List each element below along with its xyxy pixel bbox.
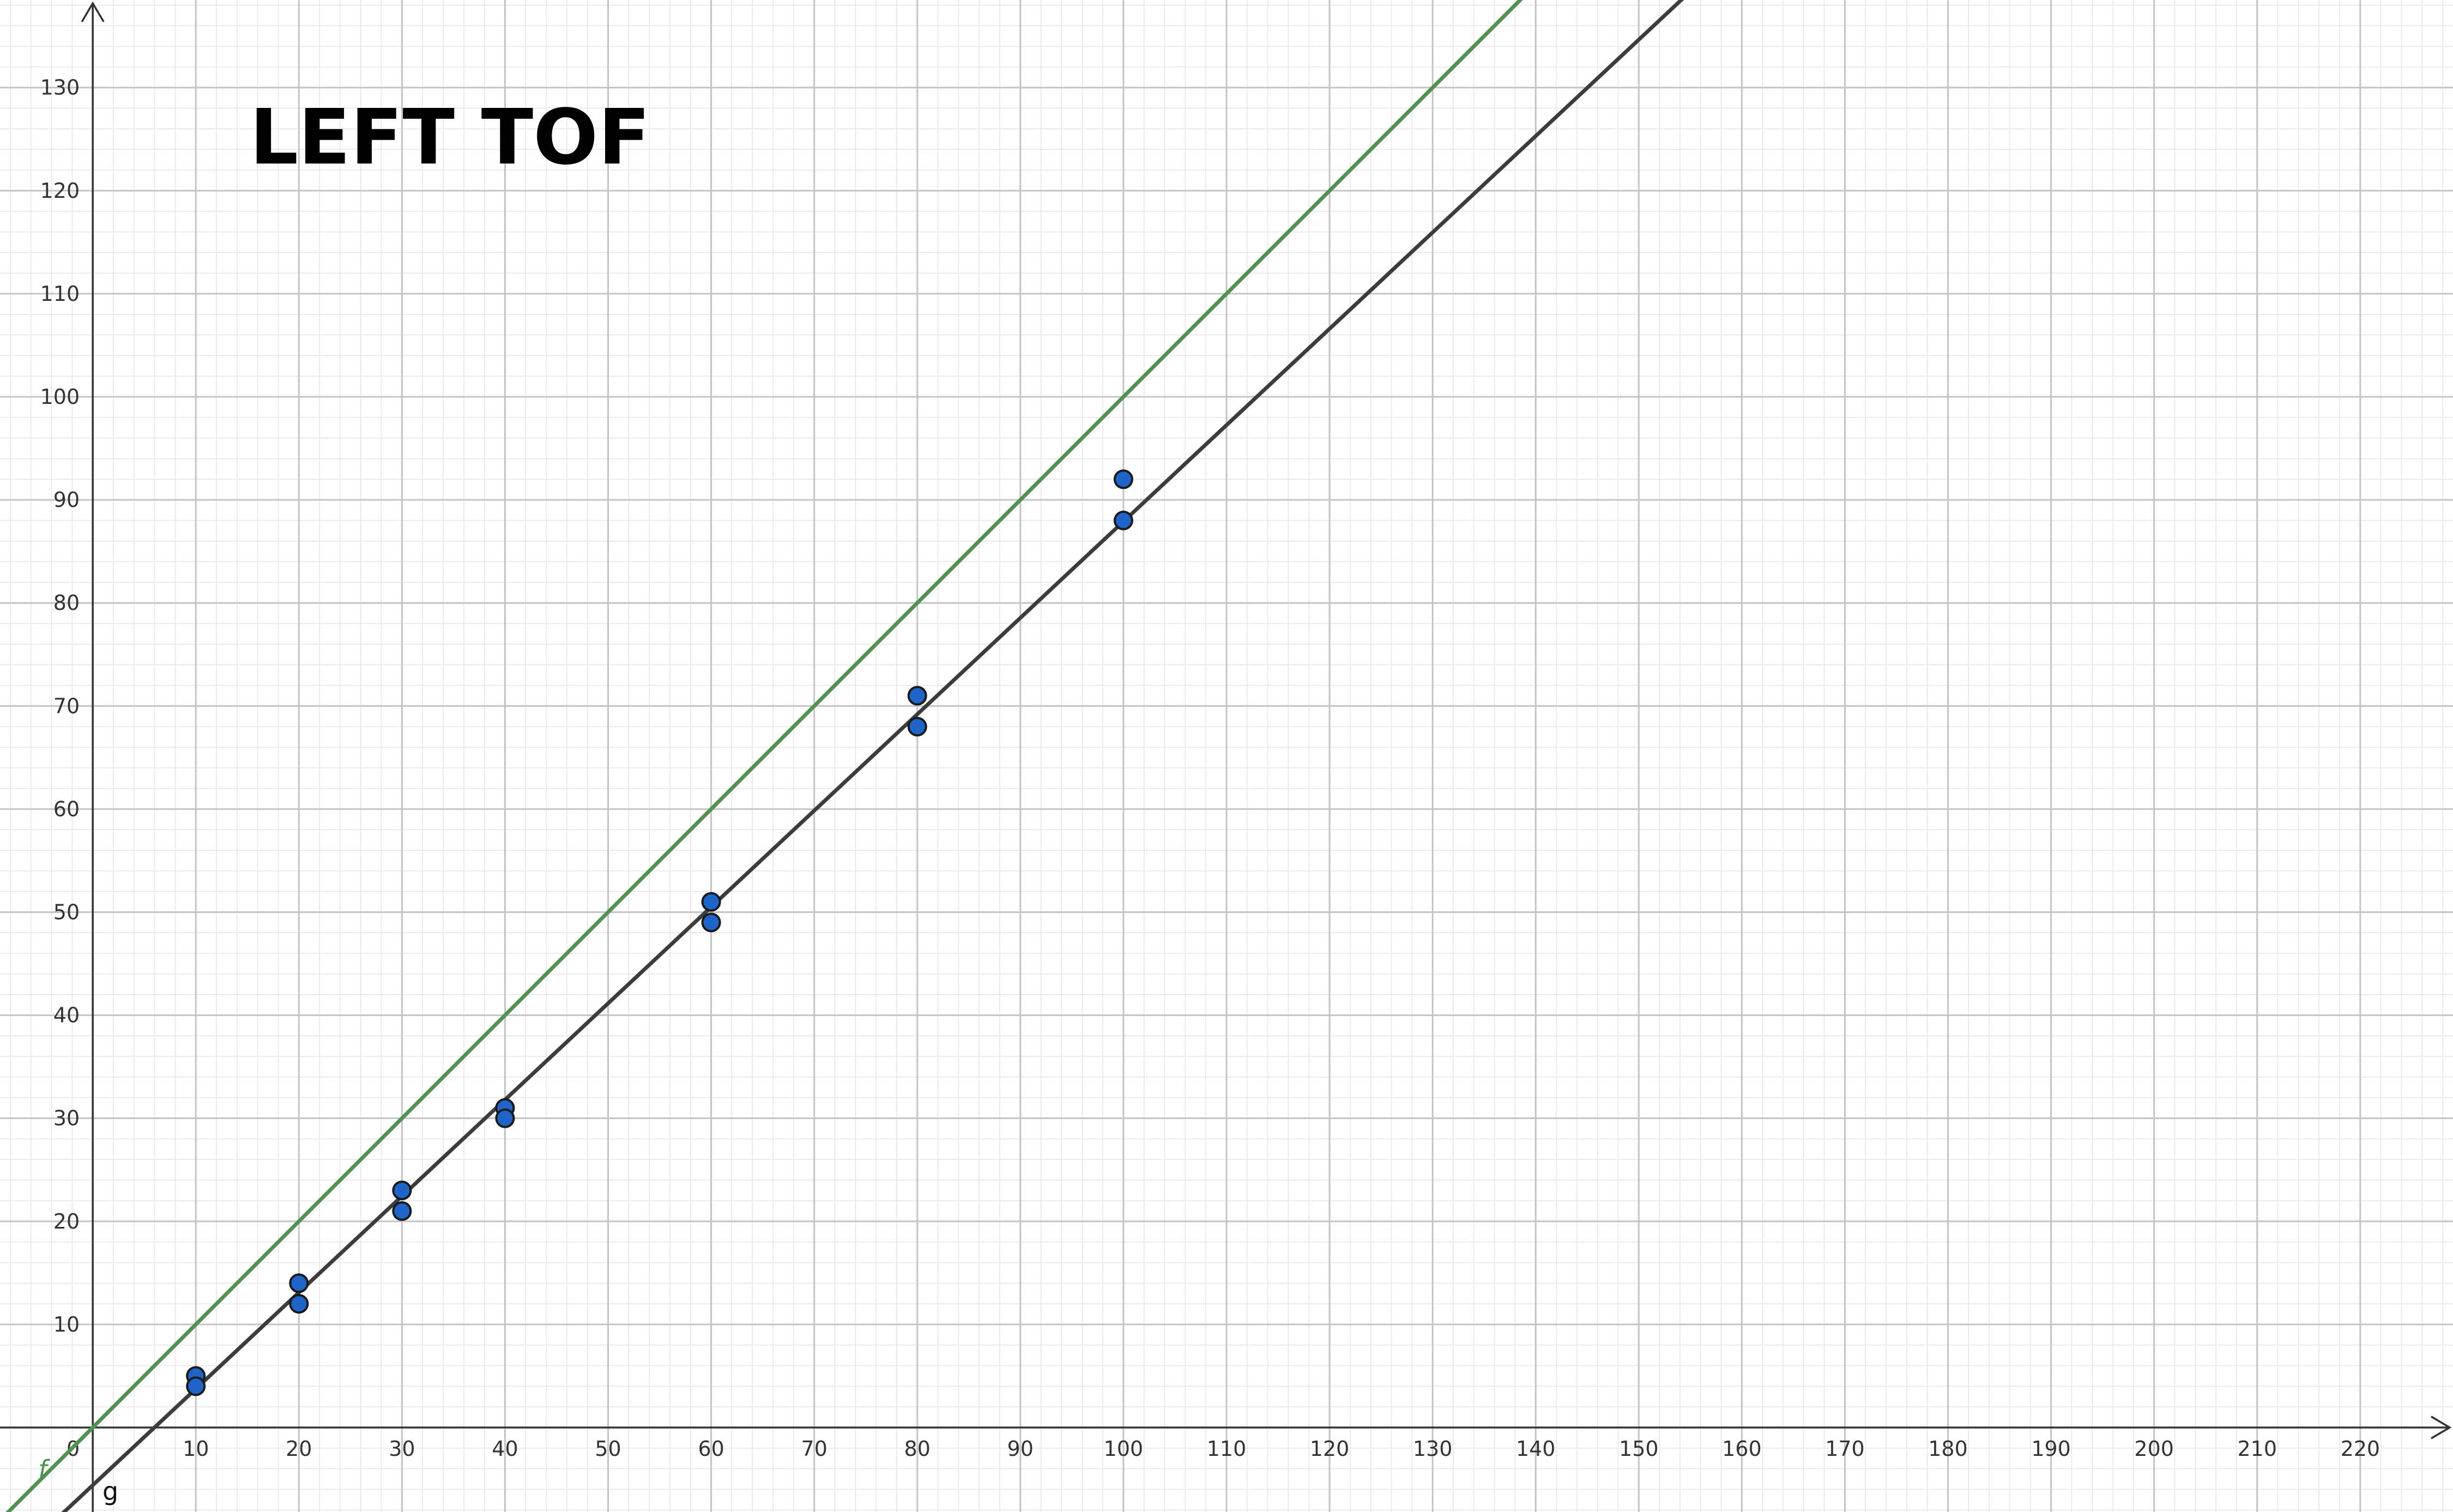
y-tick-label: 120 (40, 179, 80, 203)
x-tick-label: 160 (1722, 1437, 1762, 1461)
x-axis-arrow (2431, 1416, 2452, 1440)
x-tick-label: 40 (492, 1437, 518, 1461)
chart-title: LEFT TOF (250, 93, 650, 182)
data-point (289, 1294, 309, 1314)
x-tick-label: 10 (183, 1437, 209, 1461)
data-points (186, 469, 1133, 1396)
y-tick-label: 60 (53, 797, 80, 821)
data-point (186, 1376, 206, 1396)
y-axis-arrow (81, 1, 105, 22)
data-point (392, 1201, 412, 1221)
data-point (1113, 510, 1133, 530)
x-tick-label: 80 (904, 1437, 931, 1461)
x-tick-label: 100 (1104, 1437, 1144, 1461)
data-point (907, 686, 927, 706)
y-tick-label: 30 (53, 1106, 80, 1130)
x-tick-label: 150 (1619, 1437, 1659, 1461)
data-point (1113, 469, 1133, 489)
x-tick-label: 60 (698, 1437, 724, 1461)
y-tick-label: 50 (53, 900, 80, 924)
y-tick-label: 90 (53, 488, 80, 512)
line-label-g: g (102, 1477, 118, 1506)
tick-labels: 10 20 30 40 50 60 70 80 90 100 110 120 130 140 150 160 1… (40, 76, 2380, 1461)
data-point (289, 1273, 309, 1293)
data-point (701, 912, 721, 933)
y-tick-label: 10 (53, 1313, 80, 1336)
x-tick-label: 180 (1928, 1437, 1968, 1461)
x-tick-label: 120 (1310, 1437, 1350, 1461)
x-tick-label: 220 (2341, 1437, 2381, 1461)
x-tick-label: 130 (1413, 1437, 1453, 1461)
y-tick-label: 40 (53, 1003, 80, 1027)
x-tick-label: 50 (595, 1437, 621, 1461)
x-tick-label: 210 (2237, 1437, 2277, 1461)
x-tick-label: 70 (801, 1437, 827, 1461)
x-tick-label: 200 (2134, 1437, 2174, 1461)
x-tick-label: 170 (1825, 1437, 1865, 1461)
y-tick-label: 130 (40, 76, 80, 100)
y-tick-label: 70 (53, 694, 80, 718)
data-point (392, 1181, 412, 1201)
x-tick-label: 110 (1207, 1437, 1247, 1461)
x-tick-label: 20 (286, 1437, 312, 1461)
y-tick-label: 100 (40, 385, 80, 409)
x-tick-label: 140 (1516, 1437, 1556, 1461)
y-tick-label: 20 (53, 1209, 80, 1233)
data-point (701, 892, 721, 912)
data-point (495, 1108, 515, 1128)
data-point (907, 717, 927, 737)
x-tick-label: 190 (2031, 1437, 2071, 1461)
y-tick-label: 110 (40, 282, 80, 306)
x-tick-label: 90 (1007, 1437, 1034, 1461)
y-tick-label: 80 (53, 591, 80, 615)
x-tick-label: 30 (389, 1437, 415, 1461)
